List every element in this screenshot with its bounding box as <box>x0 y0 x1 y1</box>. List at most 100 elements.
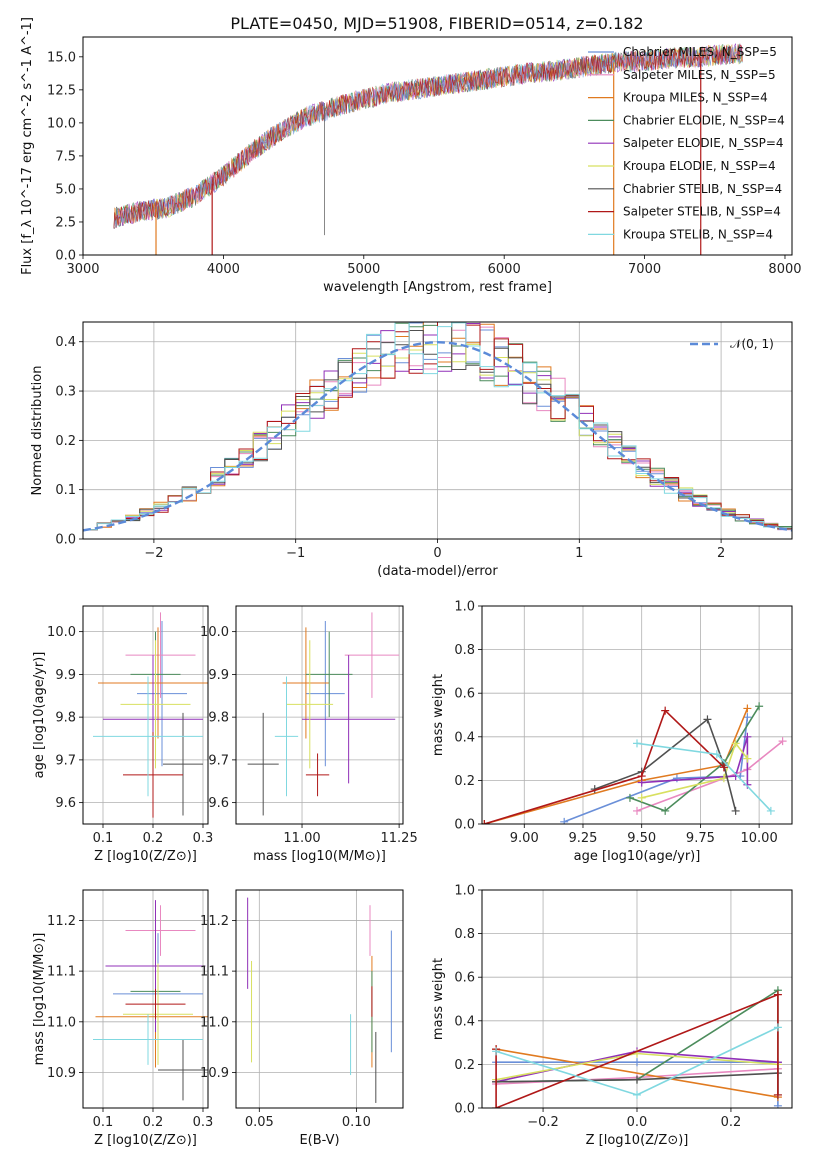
legend-label: Kroupa MILES, N_SSP=4 <box>623 91 768 105</box>
spectrum-series-7 <box>113 44 743 229</box>
x-tick-label: 2 <box>717 546 725 561</box>
y-axis-label: Flux [f_λ 10^-17 erg cm^-2 s^-1 A^-1] <box>20 17 35 275</box>
axes-frame <box>235 889 404 1109</box>
axes-frame <box>235 605 404 825</box>
weight-series-7 <box>484 709 725 824</box>
y-tick-label: 11.2 <box>47 914 76 929</box>
y-tick-label: 9.8 <box>208 711 229 726</box>
y-tick-label: 11.1 <box>47 965 76 980</box>
weight-marker <box>719 763 728 772</box>
x-axis-label: age [log10(age/yr)] <box>574 849 701 864</box>
x-axis-label: (data-model)/error <box>377 564 498 579</box>
x-axis-label: Z [log10(Z/Z⊙)] <box>94 849 197 864</box>
plot-area-age_vs_Z <box>93 612 208 818</box>
plot-area-weights_vs_Z <box>492 986 782 1108</box>
panel-age_vs_mass: 11.00 11.25 9.6 9.7 9.8 9.9 10.0 mass [log10(M/… <box>200 605 418 864</box>
y-tick-label: 0.4 <box>454 1014 475 1029</box>
legend-label: Chabrier ELODIE, N_SSP=4 <box>623 113 785 127</box>
x-tick-label: 7000 <box>628 262 661 277</box>
weight-series-0 <box>563 717 749 823</box>
weight-series-5 <box>641 741 749 799</box>
weight-marker <box>637 793 646 802</box>
panel-weights_vs_age: 9.00 9.25 9.50 9.75 10.00 0.0 0.2 0.4 0.6 0.8 1.0 a… <box>431 600 793 864</box>
weight-marker <box>625 793 634 802</box>
legend-label: Chabrier STELIB, N_SSP=4 <box>623 182 782 196</box>
y-tick-label: 9.7 <box>55 753 76 768</box>
y-axis-label: mass [log10(M/M⊙)] <box>32 933 47 1066</box>
y-tick-label: 10.9 <box>47 1066 76 1081</box>
x-axis-label: Z [log10(Z/Z⊙)] <box>94 1133 197 1148</box>
y-tick-label: 0.4 <box>454 730 475 745</box>
histogram-series-8 <box>83 322 792 531</box>
panel-age_vs_Z: 0.1 0.2 0.3 9.6 9.7 9.8 9.9 10.0 Z [log10(Z/Z⊙)]… <box>32 605 213 864</box>
x-tick-label: 3000 <box>66 262 99 277</box>
y-tick-label: 1.0 <box>454 600 475 615</box>
y-tick-label: 11.0 <box>200 1015 229 1030</box>
axes-frame <box>82 889 209 1109</box>
y-axis-label: mass weight <box>431 674 446 756</box>
weight-series-2 <box>484 708 749 824</box>
x-tick-label: 0.1 <box>93 831 114 846</box>
y-tick-label: 9.6 <box>208 796 229 811</box>
x-tick-label: 6000 <box>488 262 521 277</box>
weight-marker <box>755 702 764 711</box>
y-tick-label: 9.6 <box>55 796 76 811</box>
y-tick-label: 11.1 <box>200 965 229 980</box>
x-tick-label: 0.10 <box>342 1115 371 1130</box>
y-tick-label: 0.0 <box>55 533 76 548</box>
x-tick-label: 0.2 <box>143 831 164 846</box>
y-tick-label: 12.5 <box>47 83 76 98</box>
x-tick-label: 9.50 <box>627 831 656 846</box>
y-tick-label: 0.2 <box>454 774 475 789</box>
y-tick-label: 0.6 <box>454 687 475 702</box>
y-tick-label: 0.2 <box>55 434 76 449</box>
panel-weights_vs_Z: −0.2 0.0 0.2 0.0 0.2 0.4 0.6 0.8 1.0 Z [log10(Z/Z… <box>431 884 793 1148</box>
plot-area-mass_vs_EBV <box>247 897 392 1103</box>
y-tick-label: 0.0 <box>454 1102 475 1117</box>
weight-marker <box>766 806 775 815</box>
x-tick-label: 0 <box>433 546 441 561</box>
weight-marker <box>743 732 752 741</box>
y-tick-label: 7.5 <box>55 149 76 164</box>
x-tick-label: 8000 <box>768 262 801 277</box>
weight-marker <box>743 754 752 763</box>
x-tick-label: −0.2 <box>527 1115 559 1130</box>
normal-curve <box>83 340 792 532</box>
plot-area-weights_vs_age <box>482 702 787 824</box>
x-axis-label: Z [log10(Z/Z⊙)] <box>586 1133 689 1148</box>
y-tick-label: 0.3 <box>55 385 76 400</box>
weight-marker <box>743 780 752 789</box>
legend-label: Salpeter MILES, N_SSP=5 <box>623 68 776 82</box>
x-axis-label: wavelength [Angstrom, rest frame] <box>323 280 552 295</box>
weight-marker <box>743 704 752 713</box>
x-tick-label: 4000 <box>207 262 240 277</box>
weight-series-7 <box>495 993 779 1108</box>
x-axis-label: E(B-V) <box>299 1133 339 1148</box>
y-tick-label: 0.2 <box>454 1058 475 1073</box>
weight-marker <box>633 739 641 748</box>
y-tick-label: 10.0 <box>47 625 76 640</box>
panel-mass_vs_Z: 0.1 0.2 0.3 10.9 11.0 11.1 11.2 Z [log10(Z/Z⊙)]… <box>32 889 213 1148</box>
axes-frame <box>82 605 209 825</box>
weight-marker <box>773 990 782 999</box>
axes-frame <box>481 605 793 825</box>
weight-marker <box>492 1047 501 1056</box>
weight-series-3 <box>629 705 760 812</box>
weight-marker <box>661 706 670 715</box>
legend-label: Salpeter STELIB, N_SSP=4 <box>623 205 781 219</box>
weight-marker <box>633 1075 641 1084</box>
y-tick-label: 10.9 <box>200 1066 229 1081</box>
x-tick-label: 0.2 <box>721 1115 742 1130</box>
x-tick-label: 0.05 <box>245 1115 274 1130</box>
axes-frame <box>481 889 793 1109</box>
axes-frame <box>82 321 793 540</box>
x-tick-label: 11.00 <box>283 831 320 846</box>
y-tick-label: 11.0 <box>47 1015 76 1030</box>
weight-marker <box>661 806 670 815</box>
legend-label: Kroupa STELIB, N_SSP=4 <box>623 227 773 241</box>
plot-area-spectrum <box>113 43 743 255</box>
x-tick-label: 5000 <box>347 262 380 277</box>
y-tick-label: 0.8 <box>454 643 475 658</box>
y-tick-label: 0.0 <box>55 249 76 264</box>
